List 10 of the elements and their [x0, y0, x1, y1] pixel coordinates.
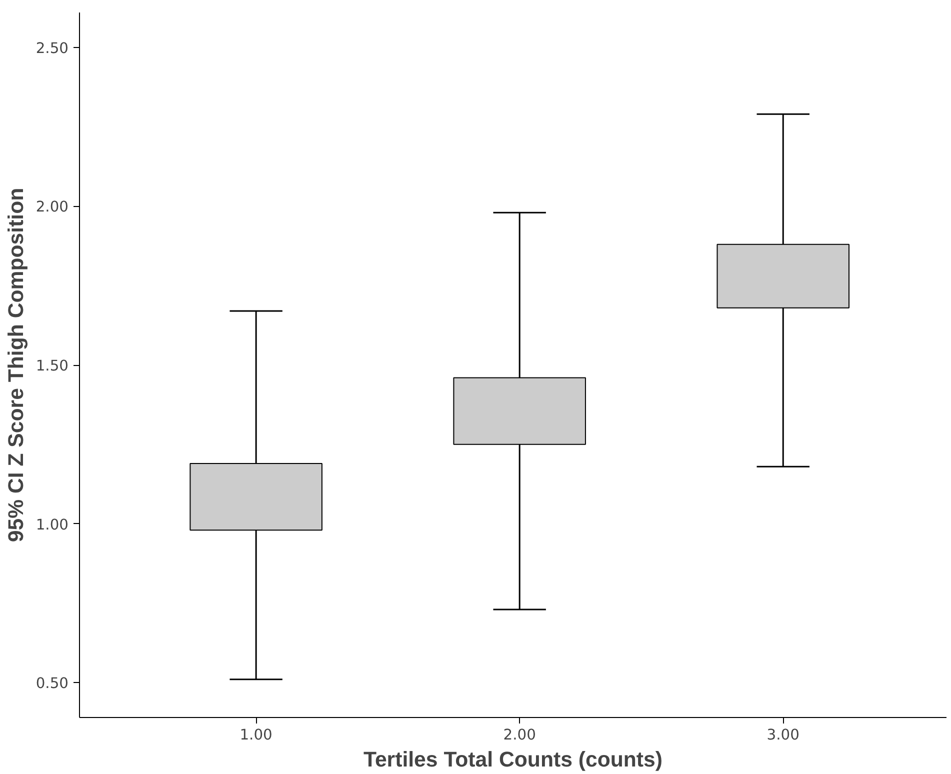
- x-axis-title: Tertiles Total Counts (counts): [364, 748, 663, 772]
- y-tick-label: 0.50: [36, 675, 69, 692]
- y-tick-label: 1.00: [36, 516, 69, 534]
- y-tick-label: 2.50: [36, 40, 69, 57]
- y-axis-title: 95% CI Z Score Thigh Composition: [4, 188, 28, 542]
- x-tick-label: 3.00: [766, 726, 800, 744]
- x-tick-label: 1.00: [240, 726, 272, 744]
- y-tick-label: 2.00: [36, 198, 69, 216]
- y-tick-label: 1.50: [36, 358, 69, 374]
- x-tick-label: 2.00: [503, 726, 536, 744]
